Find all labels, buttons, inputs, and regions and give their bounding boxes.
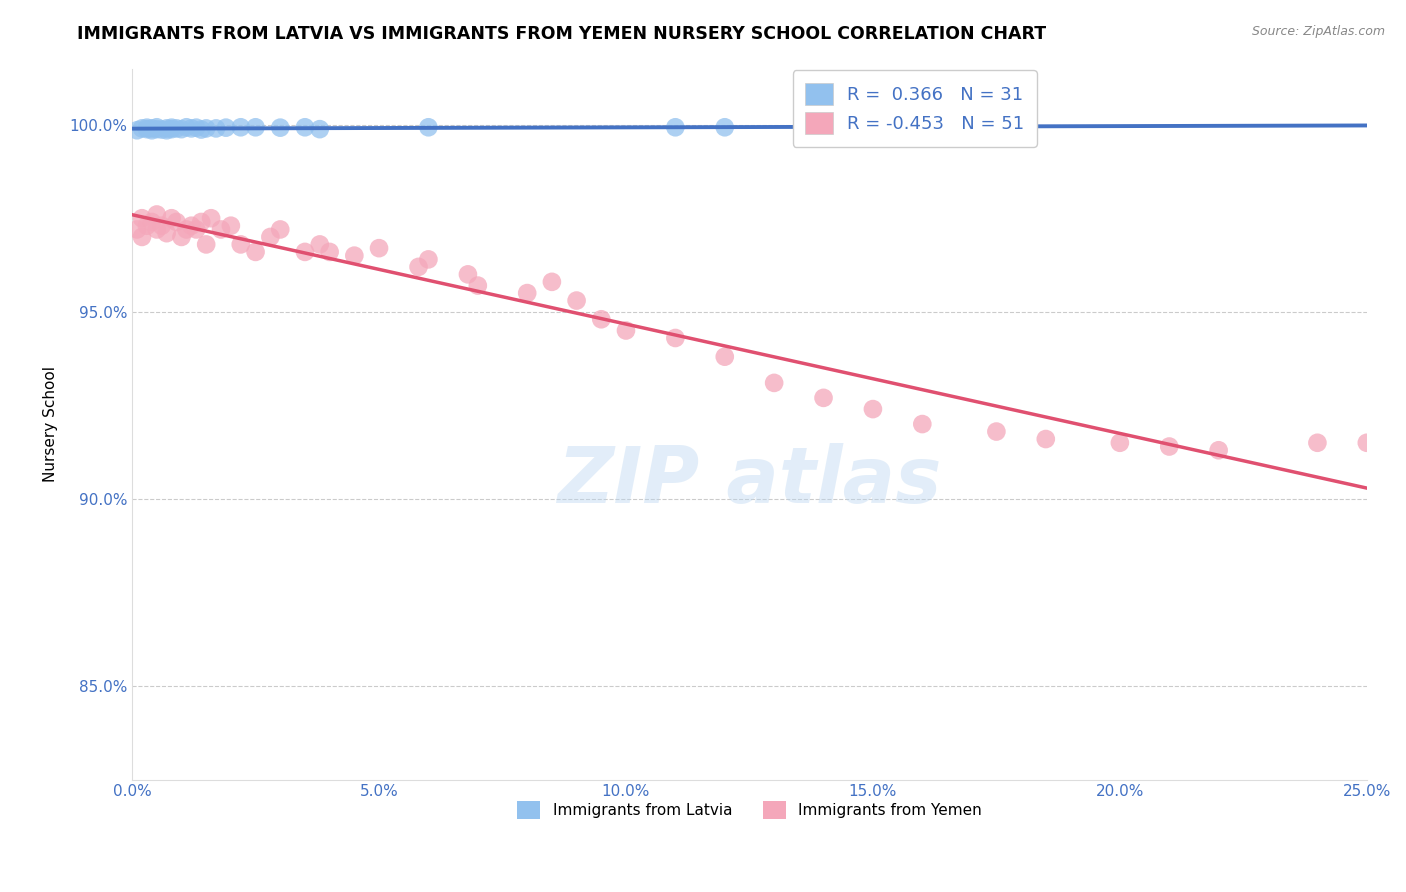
- Point: [1159, 440, 1181, 454]
- Point: [1208, 443, 1230, 458]
- Point: [245, 244, 267, 259]
- Point: [125, 123, 148, 137]
- Point: [467, 278, 489, 293]
- Point: [418, 120, 440, 135]
- Text: Source: ZipAtlas.com: Source: ZipAtlas.com: [1251, 25, 1385, 38]
- Point: [186, 120, 208, 135]
- Point: [565, 293, 588, 308]
- Point: [457, 268, 479, 282]
- Point: [209, 222, 232, 236]
- Point: [368, 241, 391, 255]
- Point: [408, 260, 430, 274]
- Point: [195, 121, 218, 136]
- Point: [591, 312, 613, 326]
- Point: [141, 123, 163, 137]
- Point: [190, 215, 212, 229]
- Point: [160, 211, 183, 226]
- Point: [763, 376, 786, 390]
- Point: [219, 219, 242, 233]
- Point: [150, 219, 173, 233]
- Point: [160, 122, 183, 136]
- Point: [170, 230, 193, 244]
- Point: [180, 121, 202, 136]
- Point: [141, 215, 163, 229]
- Point: [146, 122, 169, 136]
- Point: [1355, 435, 1378, 450]
- Point: [156, 226, 179, 240]
- Point: [862, 120, 884, 135]
- Point: [813, 391, 835, 405]
- Point: [131, 211, 153, 226]
- Point: [166, 121, 188, 136]
- Point: [1108, 435, 1130, 450]
- Point: [1306, 435, 1329, 450]
- Point: [195, 237, 218, 252]
- Point: [713, 120, 735, 135]
- Point: [176, 222, 198, 236]
- Point: [343, 249, 366, 263]
- Point: [150, 122, 173, 136]
- Point: [160, 120, 183, 135]
- Point: [259, 230, 281, 244]
- Point: [135, 219, 157, 233]
- Text: ZIP atlas: ZIP atlas: [557, 443, 942, 519]
- Point: [131, 230, 153, 244]
- Point: [156, 121, 179, 136]
- Point: [318, 244, 340, 259]
- Point: [146, 222, 169, 236]
- Point: [166, 215, 188, 229]
- Point: [269, 222, 291, 236]
- Point: [516, 286, 538, 301]
- Point: [135, 122, 157, 136]
- Point: [135, 120, 157, 135]
- Point: [541, 275, 564, 289]
- Point: [176, 120, 198, 135]
- Point: [911, 417, 934, 431]
- Point: [614, 324, 637, 338]
- Point: [156, 123, 179, 137]
- Point: [180, 219, 202, 233]
- Point: [713, 350, 735, 364]
- Point: [308, 237, 330, 252]
- Point: [190, 122, 212, 136]
- Point: [308, 122, 330, 136]
- Point: [664, 120, 686, 135]
- Point: [294, 120, 316, 135]
- Point: [125, 222, 148, 236]
- Point: [229, 237, 252, 252]
- Point: [170, 122, 193, 136]
- Point: [294, 244, 316, 259]
- Point: [418, 252, 440, 267]
- Point: [269, 120, 291, 135]
- Point: [205, 121, 228, 136]
- Point: [146, 207, 169, 221]
- Point: [986, 425, 1008, 439]
- Point: [664, 331, 686, 345]
- Point: [862, 402, 884, 417]
- Point: [200, 211, 222, 226]
- Point: [186, 222, 208, 236]
- Point: [131, 121, 153, 136]
- Point: [215, 120, 238, 135]
- Point: [146, 120, 169, 135]
- Point: [1035, 432, 1057, 446]
- Point: [141, 121, 163, 136]
- Point: [245, 120, 267, 135]
- Y-axis label: Nursery School: Nursery School: [44, 366, 58, 482]
- Text: IMMIGRANTS FROM LATVIA VS IMMIGRANTS FROM YEMEN NURSERY SCHOOL CORRELATION CHART: IMMIGRANTS FROM LATVIA VS IMMIGRANTS FRO…: [77, 25, 1046, 43]
- Point: [229, 120, 252, 135]
- Legend: Immigrants from Latvia, Immigrants from Yemen: Immigrants from Latvia, Immigrants from …: [512, 795, 987, 825]
